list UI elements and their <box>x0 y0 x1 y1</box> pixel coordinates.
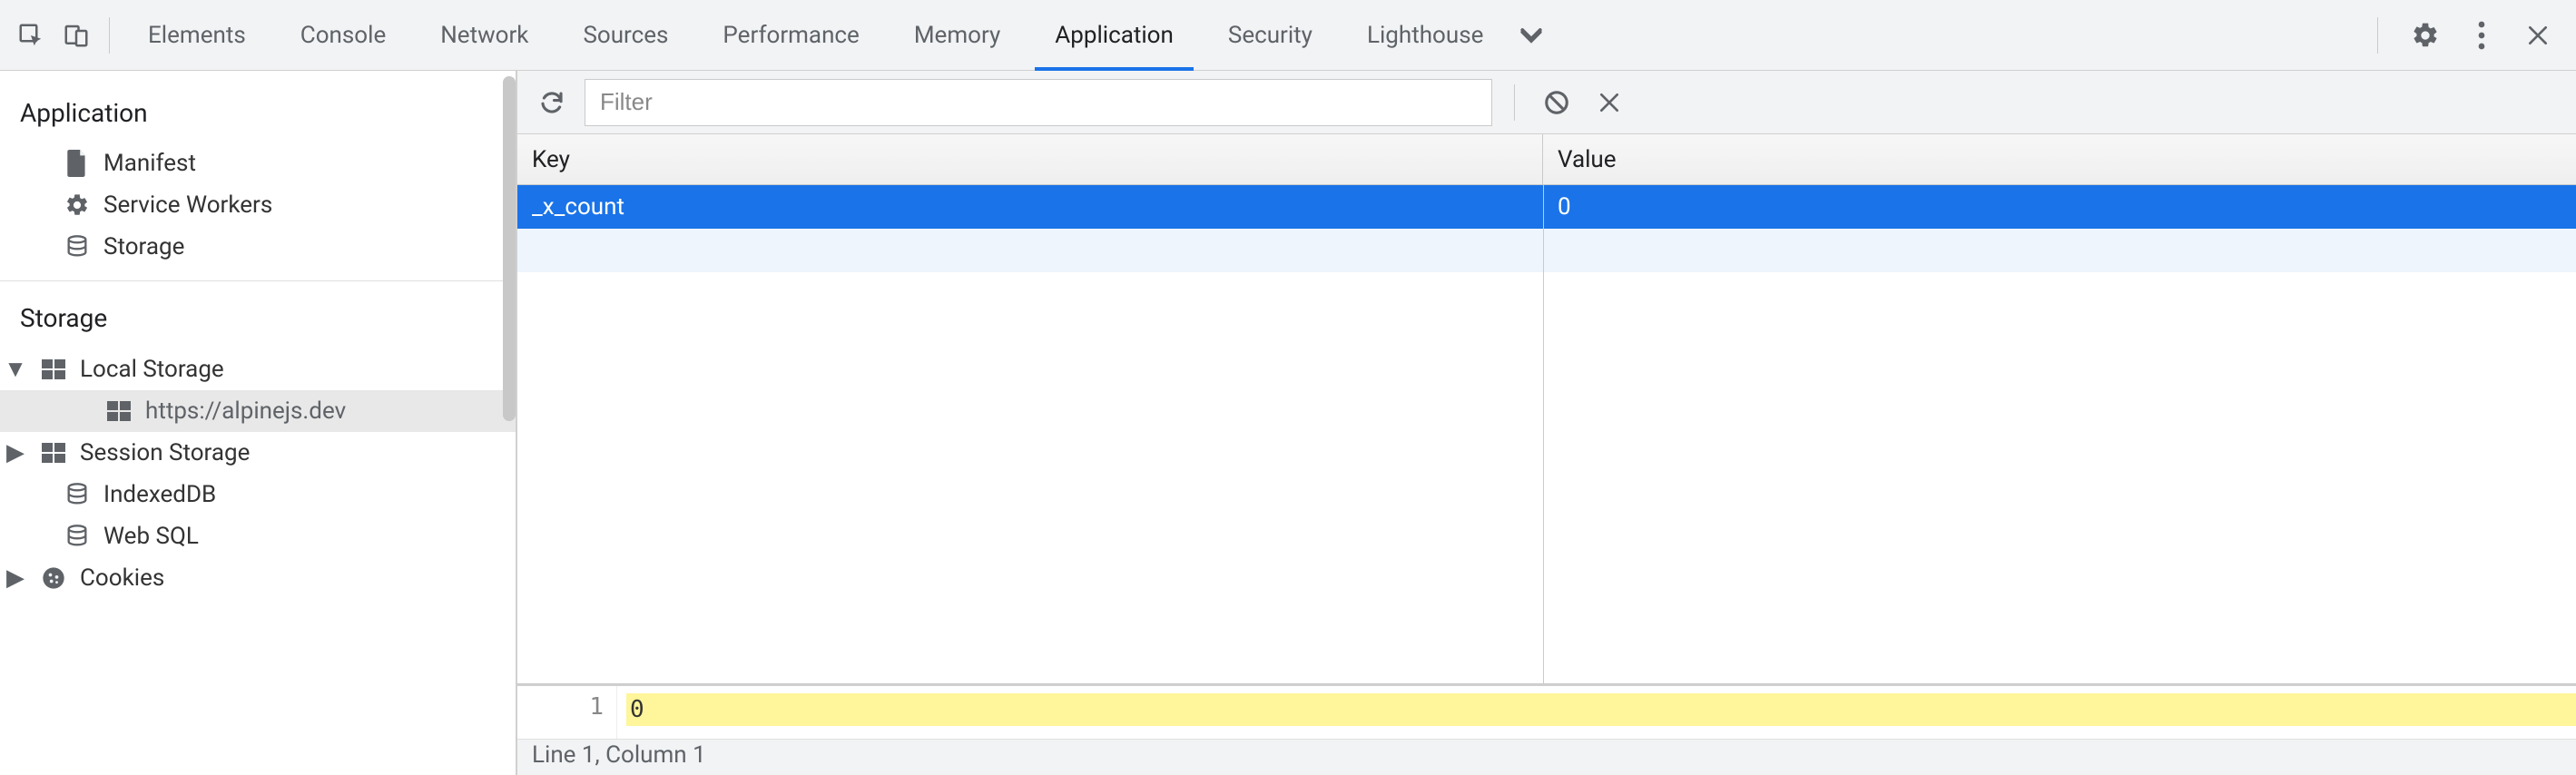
storage-panel: Key Value _x_count0 1 0 Line 1, Column 1 <box>517 71 2576 775</box>
storage-toolbar <box>517 71 2576 134</box>
sidebar-item-cookies[interactable]: ▶ Cookies <box>0 557 516 599</box>
tab-sources[interactable]: Sources <box>556 0 695 70</box>
clear-all-icon[interactable] <box>1537 83 1577 123</box>
column-header-key[interactable]: Key <box>517 134 1543 184</box>
close-icon[interactable] <box>2518 15 2558 55</box>
sidebar-item-service-workers[interactable]: Service Workers <box>0 184 516 226</box>
db-icon <box>64 233 91 260</box>
sidebar-item-https-alpinejs-dev[interactable]: https://alpinejs.dev <box>0 390 516 432</box>
tab-elements[interactable]: Elements <box>121 0 273 70</box>
divider <box>1514 84 1515 121</box>
sidebar-section-title: Application <box>0 89 516 142</box>
device-toggle-icon[interactable] <box>58 17 94 54</box>
settings-icon[interactable] <box>2405 15 2445 55</box>
tab-console[interactable]: Console <box>273 0 413 70</box>
divider <box>109 17 110 54</box>
preview-line-content: 0 <box>626 693 2576 726</box>
inspect-element-icon[interactable] <box>13 17 49 54</box>
sidebar-item-session-storage[interactable]: ▶ Session Storage <box>0 432 516 474</box>
devtools-tabbar: ElementsConsoleNetworkSourcesPerformance… <box>0 0 2576 71</box>
chevron-right-icon: ▶ <box>7 439 24 466</box>
kebab-menu-icon[interactable] <box>2462 15 2502 55</box>
sidebar-item-label: Local Storage <box>80 356 224 383</box>
column-resizer[interactable] <box>1543 185 1544 683</box>
cell-value: 0 <box>1543 193 2576 221</box>
gear-icon <box>64 191 91 219</box>
preview-code[interactable]: 0 <box>617 686 2576 739</box>
sidebar-item-local-storage[interactable]: ▼ Local Storage <box>0 348 516 390</box>
line-number: 1 <box>517 686 617 739</box>
sidebar-item-indexeddb[interactable]: IndexedDB <box>0 474 516 515</box>
chevron-down-icon: ▼ <box>7 355 24 383</box>
refresh-icon[interactable] <box>532 83 572 123</box>
cell-key: _x_count <box>517 193 1543 221</box>
sidebar-item-label: Manifest <box>103 150 196 177</box>
delete-selected-icon[interactable] <box>1589 83 1629 123</box>
table-row[interactable]: _x_count0 <box>517 185 2576 229</box>
grid-icon <box>105 397 133 425</box>
sidebar-item-label: Storage <box>103 233 184 260</box>
grid-icon <box>40 439 67 466</box>
sidebar-item-label: https://alpinejs.dev <box>145 397 346 425</box>
tab-memory[interactable]: Memory <box>887 0 1027 70</box>
tab-network[interactable]: Network <box>413 0 556 70</box>
scrollbar-thumb[interactable] <box>503 76 516 421</box>
sidebar-item-manifest[interactable]: Manifest <box>0 142 516 184</box>
chevron-right-icon: ▶ <box>7 564 24 592</box>
tab-application[interactable]: Application <box>1027 0 1201 70</box>
sidebar-item-label: IndexedDB <box>103 481 216 508</box>
filter-input[interactable] <box>585 79 1492 126</box>
tab-performance[interactable]: Performance <box>695 0 886 70</box>
db-icon <box>64 481 91 508</box>
application-sidebar: Application Manifest Service Workers Storag… <box>0 71 517 775</box>
cookie-icon <box>40 564 67 592</box>
divider <box>0 280 516 281</box>
value-preview: 1 0 <box>517 684 2576 739</box>
divider <box>2377 17 2378 54</box>
column-header-value[interactable]: Value <box>1543 134 2576 184</box>
storage-table-header: Key Value <box>517 134 2576 185</box>
tab-security[interactable]: Security <box>1201 0 1340 70</box>
db-icon <box>64 523 91 550</box>
file-icon <box>64 150 91 177</box>
storage-table-body: _x_count0 <box>517 185 2576 684</box>
sidebar-item-label: Cookies <box>80 564 164 592</box>
sidebar-section-title: Storage <box>0 294 516 348</box>
sidebar-item-label: Session Storage <box>80 439 250 466</box>
tab-lighthouse[interactable]: Lighthouse <box>1340 0 1510 70</box>
table-row[interactable] <box>517 229 2576 272</box>
more-tabs-icon[interactable] <box>1518 25 1545 45</box>
sidebar-item-label: Web SQL <box>103 523 199 550</box>
sidebar-item-web-sql[interactable]: Web SQL <box>0 515 516 557</box>
sidebar-item-storage[interactable]: Storage <box>0 226 516 268</box>
grid-icon <box>40 356 67 383</box>
status-bar: Line 1, Column 1 <box>517 739 2576 775</box>
sidebar-item-label: Service Workers <box>103 191 272 219</box>
